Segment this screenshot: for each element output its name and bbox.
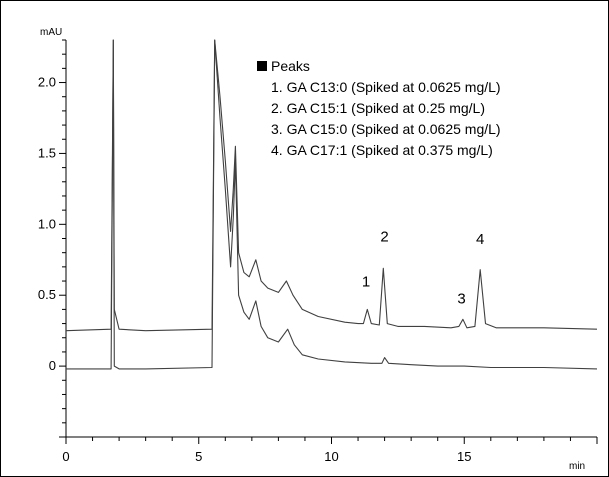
y-tick-label: 1.0 xyxy=(38,216,56,231)
peak-label-4: 4 xyxy=(476,231,484,248)
y-tick-label: 0.5 xyxy=(38,287,56,302)
axes: 0 5 10 15 0 0.5 1.0 1.5 2.0 xyxy=(38,39,598,464)
legend-entry-4: 4. GA C17:1 (Spiked at 0.375 mg/L) xyxy=(271,142,493,158)
chromatogram-trace-2 xyxy=(66,39,598,370)
peak-label-3: 3 xyxy=(457,291,465,308)
y-tick-label: 2.0 xyxy=(38,75,56,90)
x-axis-unit-label: min xyxy=(569,461,585,472)
legend-entry-2: 2. GA C15:1 (Spiked at 0.25 mg/L) xyxy=(271,100,485,116)
x-tick-label: 15 xyxy=(457,449,471,464)
legend-marker xyxy=(257,61,267,71)
legend-entry-1: 1. GA C13:0 (Spiked at 0.0625 mg/L) xyxy=(271,79,501,95)
peak-label-1: 1 xyxy=(362,274,370,291)
legend-entry-3: 3. GA C15:0 (Spiked at 0.0625 mg/L) xyxy=(271,121,501,137)
y-tick-label: 1.5 xyxy=(38,145,56,160)
y-axis-unit-label: mAU xyxy=(40,27,62,38)
peak-annotations: 1 2 3 4 xyxy=(362,228,485,307)
x-tick-label: 0 xyxy=(62,449,69,464)
series-layer xyxy=(65,39,598,370)
legend-title: Peaks xyxy=(271,58,310,74)
peak-label-2: 2 xyxy=(380,228,388,245)
x-tick-label: 5 xyxy=(195,449,202,464)
x-tick-label: 10 xyxy=(324,449,338,464)
y-tick-label: 0 xyxy=(49,358,56,373)
legend: Peaks 1. GA C13:0 (Spiked at 0.0625 mg/L… xyxy=(257,58,501,158)
